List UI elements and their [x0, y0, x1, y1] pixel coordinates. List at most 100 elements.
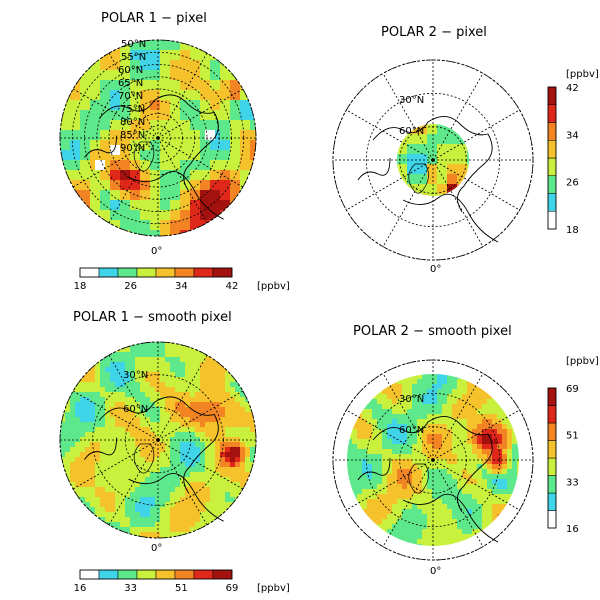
colorbar-1: 18 26 34 42 [ppbv] — [74, 267, 290, 292]
data-field — [347, 374, 519, 546]
greenland-outline — [133, 443, 155, 474]
colorbar-frame — [79, 569, 233, 580]
colorbar-swatch — [79, 569, 100, 580]
lat-label: 30°N — [123, 370, 148, 381]
colorbar-swatch — [547, 440, 557, 459]
colorbar-frame — [547, 86, 557, 230]
colorbar-swatch — [212, 569, 233, 580]
lat-label: 60°N — [123, 404, 148, 415]
coastlines — [84, 396, 224, 522]
colorbar-3: 16 33 51 69 [ppbv] — [74, 569, 290, 594]
colorbar-2: 18 26 34 42 [ppbv] — [547, 69, 599, 236]
map-boundary — [59, 39, 257, 237]
polar-map-4 — [332, 359, 534, 561]
colorbar-swatch — [98, 267, 119, 278]
lat-label: 75°N — [120, 104, 145, 115]
colorbar-swatch — [155, 569, 176, 580]
colorbar-swatch — [547, 122, 557, 141]
colorbar-tick-label: 69 — [566, 384, 579, 395]
lat-label: 90°N — [120, 143, 145, 154]
lat-label: 80°N — [120, 117, 145, 128]
lon-label: 0° — [151, 246, 162, 257]
colorbar-swatch — [547, 475, 557, 494]
colorbar-unit: [ppbv] — [566, 69, 599, 80]
colorbar-tick-label: 26 — [566, 178, 579, 189]
panel-title-polar2-pixel: POLAR 2 − pixel — [381, 25, 487, 40]
colorbar-swatch — [212, 267, 233, 278]
colorbar-tick-label: 34 — [175, 281, 188, 292]
colorbar-swatch — [547, 492, 557, 511]
colorbar-swatch — [193, 267, 214, 278]
colorbar-tick-label: 18 — [566, 225, 579, 236]
greenland-outline — [408, 463, 429, 494]
colorbar-tick-label: 16 — [566, 524, 579, 535]
greenland-outline — [408, 163, 429, 194]
colorbar-tick-label: 33 — [566, 477, 579, 488]
panel-title-polar2-smooth: POLAR 2 − smooth pixel — [353, 324, 512, 339]
colorbar-tick-label: 51 — [175, 583, 188, 594]
colorbar-tick-label: 26 — [124, 281, 137, 292]
lat-label: 60°N — [118, 65, 143, 76]
lat-label: 85°N — [120, 130, 145, 141]
colorbar-swatch — [98, 569, 119, 580]
colorbar-4: 16 33 51 69 [ppbv] — [547, 356, 599, 535]
coastlines — [357, 116, 499, 243]
colorbar-swatch — [117, 569, 138, 580]
colorbar-swatch — [136, 267, 157, 278]
colorbar-swatch — [547, 193, 557, 212]
colorbar-tick-label: 33 — [124, 583, 137, 594]
colorbar-swatch — [174, 569, 195, 580]
coastlines — [357, 416, 499, 543]
colorbar-tick-label: 42 — [226, 281, 239, 292]
colorbar-swatch — [547, 86, 557, 105]
latitude-grid — [332, 359, 534, 561]
colorbar-tick-label: 16 — [74, 583, 87, 594]
colorbar-tick-label: 69 — [226, 583, 239, 594]
colorbar-swatch — [155, 267, 176, 278]
map-boundary — [332, 59, 534, 261]
polar-map-2 — [332, 59, 534, 261]
colorbar-unit: [ppbv] — [257, 281, 290, 292]
polar-map-1 — [59, 39, 257, 237]
lat-label: 30°N — [399, 95, 424, 106]
colorbar-swatch — [547, 104, 557, 123]
map-boundary — [332, 359, 534, 561]
colorbar-swatch — [547, 175, 557, 194]
lat-label: 30°N — [399, 394, 424, 405]
latitude-grid — [59, 341, 257, 539]
colorbar-frame — [79, 267, 233, 278]
data-field — [60, 342, 256, 538]
lat-label: 55°N — [121, 52, 146, 63]
colorbar-swatch — [547, 405, 557, 424]
colorbar-frame — [547, 387, 557, 529]
colorbar-swatch — [79, 267, 100, 278]
colorbar-unit: [ppbv] — [257, 583, 290, 594]
latitude-grid — [332, 59, 534, 261]
colorbar-swatch — [174, 267, 195, 278]
colorbar-swatch — [547, 422, 557, 441]
colorbar-swatch — [547, 387, 557, 406]
colorbar-swatch — [547, 510, 557, 529]
data-field — [60, 40, 256, 236]
panel-title-polar1-pixel: POLAR 1 − pixel — [101, 11, 207, 26]
colorbar-tick-label: 51 — [566, 431, 579, 442]
colorbar-swatch — [547, 140, 557, 159]
colorbar-swatch — [547, 157, 557, 176]
lat-label: 60°N — [399, 425, 424, 436]
lat-label: 70°N — [118, 91, 143, 102]
colorbar-swatch — [136, 569, 157, 580]
colorbar-tick-label: 34 — [566, 130, 579, 141]
polar-map-3 — [59, 341, 257, 539]
colorbar-swatch — [117, 267, 138, 278]
coastlines — [84, 94, 224, 220]
map-boundary — [59, 341, 257, 539]
colorbar-swatch — [547, 457, 557, 476]
colorbar-tick-label: 18 — [74, 281, 87, 292]
lon-label: 0° — [430, 566, 441, 577]
colorbar-tick-label: 42 — [566, 83, 579, 94]
colorbar-swatch — [547, 211, 557, 230]
colorbar-unit: [ppbv] — [566, 356, 599, 367]
panel-title-polar1-smooth: POLAR 1 − smooth pixel — [73, 310, 232, 325]
lon-label: 0° — [430, 264, 441, 275]
